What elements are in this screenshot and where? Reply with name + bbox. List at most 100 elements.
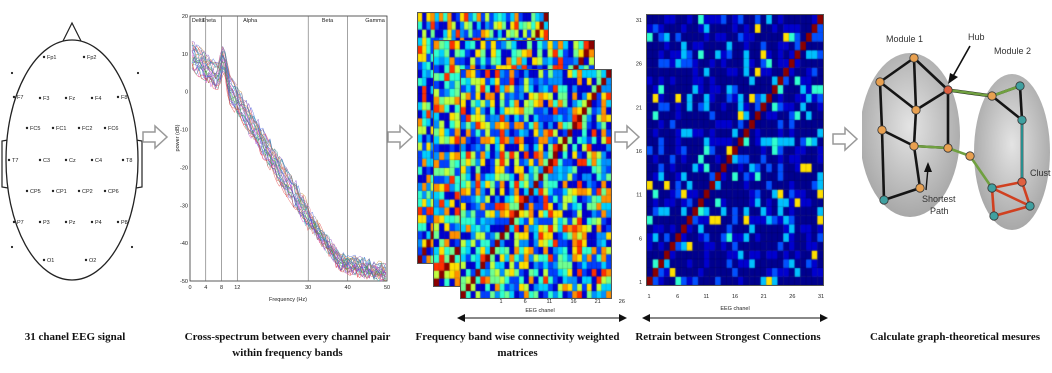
electrode-group: Fp1 Fp2 F7 F3 Fz F4 F8 FC5 FC1 FC2 FC6 T7 C3 Cz C4 T8 CP…: [7, 55, 140, 264]
spectrum-ytick: -20: [180, 165, 188, 171]
svg-text:T8: T8: [126, 158, 132, 164]
graph-node: [1017, 177, 1027, 187]
strong-matrix-ytick: 26: [636, 62, 642, 68]
electrode-fc6: FC6: [103, 126, 118, 132]
svg-text:CP5: CP5: [30, 189, 41, 195]
electrode-pz: Pz: [64, 220, 76, 226]
electrode-fc1: FC1: [51, 126, 66, 132]
spectrum-xlabel: Frequency (Hz): [269, 297, 307, 303]
graph-node: [875, 77, 885, 87]
electrode-fc2: FC2: [77, 126, 92, 132]
svg-text:P4: P4: [95, 220, 102, 226]
graph-node: [989, 211, 999, 221]
electrode-f4: F4: [90, 96, 101, 102]
svg-text:F8: F8: [121, 95, 127, 101]
flow-arrow-2: [387, 124, 414, 150]
strongest-connections-matrix: [646, 14, 824, 286]
electrode-o1: O1: [42, 258, 54, 264]
strong-matrix-tick: 21: [761, 294, 767, 300]
spectrum-xtick: 40: [345, 285, 351, 291]
flow-arrow-4: [832, 126, 859, 152]
electrode-p4: P4: [90, 220, 102, 226]
matrix-front-tick: 16: [570, 299, 576, 305]
strong-matrix-tick: 16: [732, 294, 738, 300]
strong-matrix-tick: 11: [703, 294, 709, 300]
electrode-t7: T7: [7, 158, 18, 164]
head-outline: [5, 39, 139, 281]
electrode-p3: P3: [38, 220, 50, 226]
electrode-cp1: CP1: [51, 189, 67, 195]
band-label-alpha: Alpha: [243, 18, 258, 24]
strong-matrix-tick: 1: [647, 294, 650, 300]
spectrum-ytick: -40: [180, 241, 188, 247]
caption-cross-line1: Cross-spectrum between every channel pai…: [184, 331, 391, 343]
spectrum-ytick: -30: [180, 203, 188, 209]
flow-arrow-1: [142, 124, 169, 150]
module-2-label: Module 2: [994, 46, 1031, 56]
electrode-fc5: FC5: [25, 126, 40, 132]
graph-diagram: Module 1 Module 2 Hub Shortest Path Clus…: [862, 32, 1051, 230]
strong-matrix-xlabel: EEG chanel: [720, 306, 749, 312]
flow-arrow-3: [614, 124, 641, 150]
graph-node: [915, 183, 925, 193]
caption-matrices-line2: matrices: [497, 347, 538, 359]
svg-text:Cz: Cz: [69, 158, 76, 164]
spectrum-ylabel: power (dB): [175, 124, 181, 151]
electrode-f7: F7: [12, 95, 23, 101]
caption-eeg: 31 chanel EEG signal: [24, 331, 126, 343]
spectrum-ytick: 10: [182, 52, 188, 58]
spectrum-ytick: -10: [180, 128, 188, 134]
graph-node: [879, 195, 889, 205]
matrix-front-tick: 21: [595, 299, 601, 305]
svg-text:Fp1: Fp1: [47, 55, 56, 61]
spectrum-xtick: 8: [220, 285, 223, 291]
graph-node: [909, 141, 919, 151]
spectrum-ytick: 20: [182, 14, 188, 20]
strong-matrix-ytick: 21: [636, 105, 642, 111]
electrode-p7: P7: [12, 220, 24, 226]
electrode-o2: O2: [84, 258, 96, 264]
spectrum-ytick: -50: [180, 279, 188, 285]
electrode-cp2: CP2: [77, 189, 93, 195]
matrix-front-tick: 6: [524, 299, 527, 305]
svg-text:CP6: CP6: [108, 189, 119, 195]
matrix-front-tick: 1: [499, 299, 502, 305]
band-label-theta: Theta: [202, 18, 217, 24]
matrix-front-tick: 11: [546, 299, 552, 305]
electrode-cp6: CP6: [103, 189, 119, 195]
spectrum-xtick: 50: [384, 285, 390, 291]
svg-text:Fp2: Fp2: [87, 55, 96, 61]
strong-matrix-tick: 6: [676, 294, 679, 300]
svg-text:Pz: Pz: [69, 220, 76, 226]
svg-text:CP2: CP2: [82, 189, 93, 195]
graph-node: [1025, 201, 1035, 211]
electrode-fp1: Fp1: [42, 55, 56, 61]
svg-text:F4: F4: [95, 96, 101, 102]
strong-matrix-ytick: 6: [639, 236, 642, 242]
spectrum-xtick: 0: [188, 285, 191, 291]
svg-text:O2: O2: [89, 258, 96, 264]
caption-graph: Calculate graph-theoretical mesures: [869, 331, 1041, 343]
shortest-path-label-1: Shortest: [922, 194, 956, 204]
graph-node: [943, 143, 953, 153]
svg-text:Fz: Fz: [69, 96, 75, 102]
graph-node: [943, 85, 953, 95]
graph-node: [909, 53, 919, 63]
caption-matrices-line1: Frequency band wise connectivity weighte…: [415, 331, 620, 343]
spectrum-xtick: 12: [234, 285, 240, 291]
matrix-front-xlabel: EEG chanel: [525, 308, 554, 314]
svg-text:CP1: CP1: [56, 189, 67, 195]
svg-text:FC2: FC2: [82, 126, 92, 132]
graph-node: [877, 125, 887, 135]
graph-node: [987, 183, 997, 193]
shortest-path-label-2: Path: [930, 206, 949, 216]
electrode-fz: Fz: [64, 96, 75, 102]
hub-pointer: [951, 45, 971, 79]
svg-text:P8: P8: [121, 220, 128, 226]
svg-text:P3: P3: [43, 220, 50, 226]
module-1-label: Module 1: [886, 34, 923, 44]
module-2-region: [974, 74, 1050, 230]
